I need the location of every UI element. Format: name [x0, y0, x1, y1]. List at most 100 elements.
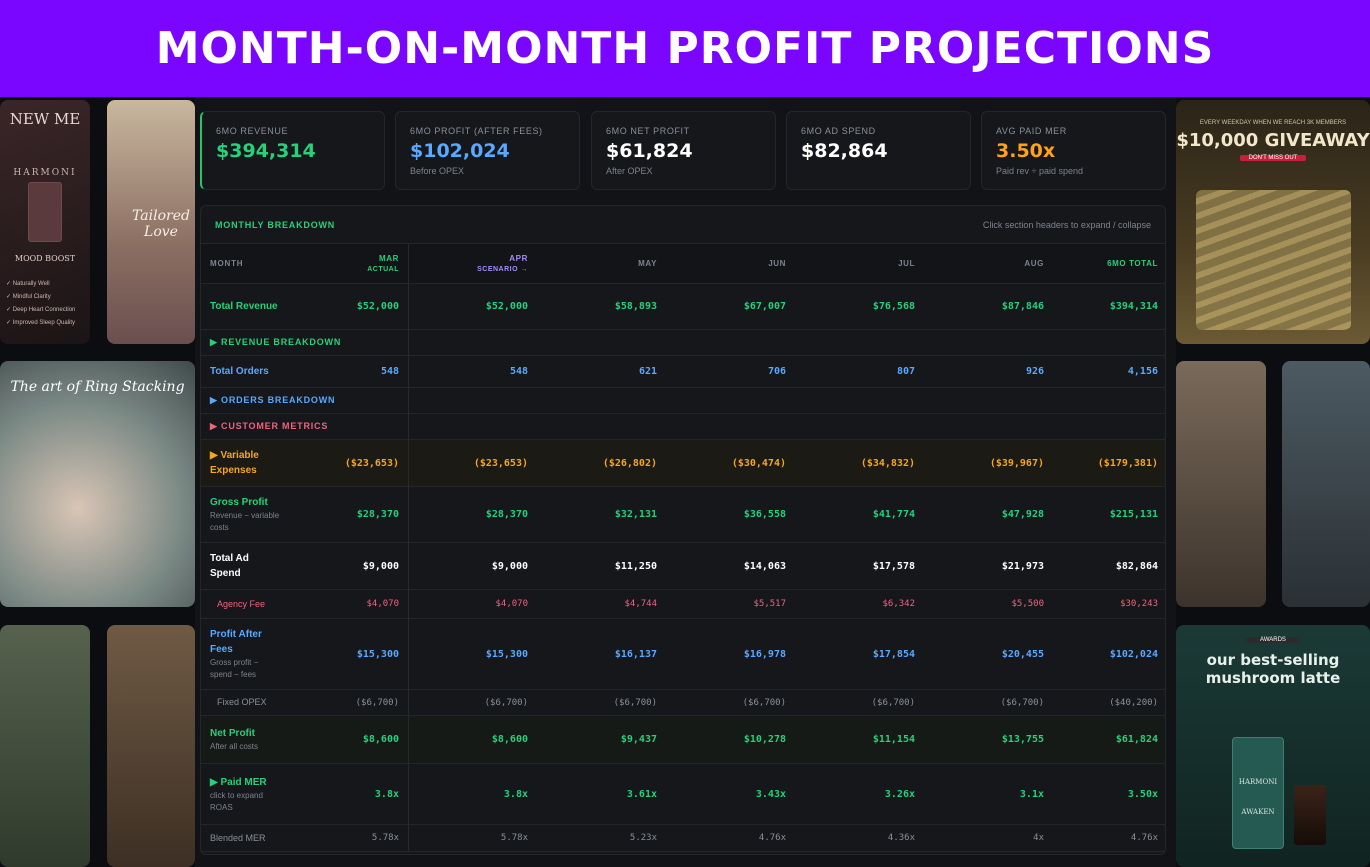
section-header-customer-metrics[interactable]: ▶ CUSTOMER METRICS	[201, 414, 1165, 440]
column-header-mar: MAR ACTUAL	[279, 244, 399, 283]
row-fixed-opex: Fixed OPEX ($6,700) ($6,700) ($6,700) ($6,70…	[201, 690, 1165, 716]
cell-may: $4,744	[624, 599, 657, 609]
row-label-text: Total Orders	[210, 366, 269, 377]
brand-top: NEW ME	[9, 110, 81, 128]
cell-jul: $41,774	[872, 509, 915, 520]
tin-label-2: AWAKEN	[1241, 808, 1275, 816]
cell-mar: $15,300	[356, 648, 399, 660]
row-note: Revenue − variable costs	[210, 511, 280, 532]
cell-mar: 5.78x	[371, 833, 399, 843]
tile-text: The art of Ring Stacking	[10, 379, 185, 395]
column-header-may: MAY	[537, 244, 657, 283]
cell-jul: 807	[896, 366, 915, 377]
ad-tile-harmoni: NEW ME HARMONI MOOD BOOST ✓ Naturally We…	[0, 100, 90, 344]
row-label-text: Total Revenue	[210, 301, 278, 312]
column-header-apr[interactable]: APR SCENARIO →	[408, 244, 528, 283]
cell-apr: $28,370	[485, 509, 528, 520]
banner: MONTH-ON-MONTH PROFIT PROJECTIONS	[0, 0, 1370, 97]
row-label-text: Blended MER	[210, 832, 266, 843]
cell-may: ($6,700)	[613, 697, 657, 708]
right-ad-gallery: EVERY WEEKDAY WHEN WE REACH 3K MEMBERS $…	[1176, 97, 1370, 867]
row-label: Total Revenue	[201, 299, 281, 314]
cell-aug: 3.1x	[1019, 788, 1044, 800]
product-name: HARMONI	[13, 168, 77, 178]
cell-aug: ($39,967)	[989, 457, 1044, 469]
cell-6mo-total: $394,314	[1109, 301, 1158, 312]
cell-apr: ($6,700)	[484, 697, 528, 708]
cell-jun: ($6,700)	[742, 697, 786, 708]
row-total-orders: Total Orders 548 548 621 706 807 926 4,156	[201, 356, 1165, 388]
ad-tile-tailored-love: Tailored Love	[107, 100, 195, 344]
month-header: MONTH	[210, 259, 244, 268]
giveaway-title: $10,000 GIVEAWAY	[1176, 130, 1370, 151]
tin-label: HARMONI	[1238, 778, 1278, 786]
column-name: JUL	[898, 259, 915, 268]
kpi-card-revenue: 6MO REVENUE $394,314	[200, 111, 385, 190]
cash-stack-image	[1196, 190, 1351, 330]
cell-6mo-total: 4,156	[1127, 366, 1158, 377]
table-hint: Click section headers to expand / collap…	[982, 219, 1151, 230]
cell-aug: $47,928	[1001, 509, 1044, 520]
giveaway-badge: DON'T MISS OUT	[1240, 155, 1306, 161]
cell-may: $32,131	[614, 509, 657, 520]
kpi-sub: Paid rev ÷ paid spend	[996, 166, 1083, 176]
column-header-row: MONTH MAR ACTUAL APR SCENARIO → MAY JUN JUL AUG 6…	[201, 244, 1165, 284]
row-paid-mer[interactable]: ▶ Paid MER click to expand ROAS 3.8x 3.8x 3.…	[201, 764, 1165, 825]
row-total-ad-spend: Total Ad Spend $9,000 $9,000 $11,250 $14,063…	[201, 543, 1165, 590]
row-label: Blended MER	[201, 831, 281, 846]
tile-text: Tailored Love	[132, 208, 190, 240]
column-name: AUG	[1024, 259, 1044, 268]
cell-apr: 3.8x	[503, 788, 528, 800]
section-header-orders-breakdown[interactable]: ▶ ORDERS BREAKDOWN	[201, 388, 1165, 414]
cell-jun: $36,558	[743, 509, 786, 520]
row-label: Net Profit After all costs	[201, 726, 281, 753]
cell-6mo-total: $102,024	[1109, 648, 1158, 660]
cell-may: $16,137	[614, 648, 657, 660]
row-label: Agency Fee	[201, 597, 281, 612]
kpi-sub: After OPEX	[606, 166, 653, 176]
cell-mar: ($6,700)	[355, 697, 399, 708]
cell-aug: ($6,700)	[1000, 697, 1044, 708]
row-gross-profit: Gross Profit Revenue − variable costs $28,…	[201, 487, 1165, 543]
cell-mar: $9,000	[362, 560, 399, 572]
row-total-revenue: Total Revenue $52,000 $52,000 $58,893 $67,00…	[201, 284, 1165, 330]
cell-jun: $10,278	[743, 734, 786, 745]
kpi-card-paid-mer: AVG PAID MER 3.50x Paid rev ÷ paid spend	[981, 111, 1166, 190]
section-label: ▶ REVENUE BREAKDOWN	[210, 337, 342, 347]
row-label: ▶ Variable Expenses	[201, 448, 281, 478]
cell-apr: $4,070	[495, 599, 528, 609]
column-sub: ACTUAL	[367, 266, 399, 273]
row-variable-expenses[interactable]: ▶ Variable Expenses ($23,653) ($23,653) ($2…	[201, 440, 1165, 487]
row-agency-fee: Agency Fee $4,070 $4,070 $4,744 $5,517 $6,342…	[201, 590, 1165, 619]
ad-tile-child	[0, 625, 90, 867]
cell-may: ($26,802)	[602, 457, 657, 469]
row-note: After all costs	[210, 742, 259, 751]
section-label: ▶ CUSTOMER METRICS	[210, 421, 329, 431]
ad-tile-store	[1282, 361, 1370, 607]
cell-mar: 548	[380, 366, 399, 377]
cell-may: $11,250	[614, 560, 657, 572]
cell-mar: $8,600	[362, 734, 399, 745]
section-header-revenue-breakdown[interactable]: ▶ REVENUE BREAKDOWN	[201, 330, 1165, 356]
cell-may: 3.61x	[626, 788, 657, 800]
column-name: APR	[509, 254, 528, 263]
ad-tile-ring-stacking: The art of Ring Stacking	[0, 361, 195, 607]
kpi-label: AVG PAID MER	[996, 126, 1067, 136]
cell-mar: ($23,653)	[344, 457, 399, 469]
cell-aug: $21,973	[1001, 560, 1044, 572]
cell-jun: ($30,474)	[731, 457, 786, 469]
cell-jun: 4.76x	[758, 833, 786, 843]
cell-apr: $52,000	[485, 301, 528, 312]
cell-mar: $52,000	[356, 301, 399, 312]
bullet-item: ✓ Naturally Well	[6, 281, 50, 287]
kpi-sub: Before OPEX	[410, 166, 465, 176]
monthly-breakdown-table: MONTHLY BREAKDOWN Click section headers …	[200, 205, 1166, 855]
cell-may: $58,893	[614, 301, 657, 312]
cell-6mo-total: ($40,200)	[1109, 697, 1158, 708]
cell-jul: ($6,700)	[871, 697, 915, 708]
cell-may: 5.23x	[629, 833, 657, 843]
cell-aug: 926	[1025, 366, 1044, 377]
kpi-card-net-profit: 6MO NET PROFIT $61,824 After OPEX	[591, 111, 776, 190]
row-label-text: ▶ Variable Expenses	[210, 450, 259, 476]
kpi-card-profit-after-fees: 6MO PROFIT (AFTER FEES) $102,024 Before …	[395, 111, 580, 190]
